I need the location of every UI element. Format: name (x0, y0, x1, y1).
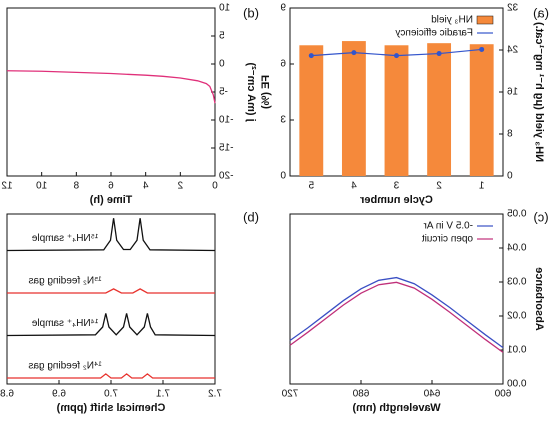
x-tick-label: 680 (352, 389, 369, 400)
bar (427, 43, 452, 176)
x-tick-label: 8 (73, 181, 79, 192)
x-tick-label: 7.2 (208, 389, 222, 400)
y-tick-label: 10 (219, 3, 231, 14)
y-tick-label: 0 (507, 171, 513, 182)
x-tick-label: 6.8 (0, 389, 14, 400)
spectrum-label: ¹⁴N₂ feeding gas (28, 361, 101, 372)
x-tick-label: 2 (436, 181, 442, 192)
panel-label: (a) (533, 5, 549, 20)
x-tick-label: 1 (478, 181, 484, 192)
x-tick-label: 720 (281, 389, 298, 400)
y-axis-title: Absorbance (533, 267, 545, 331)
spectrum-label: ¹⁵NH₄⁺ sample (31, 233, 98, 244)
y-tick-label: 8 (507, 129, 513, 140)
data-line (289, 276, 504, 349)
y-tick-label: 0.01 (507, 345, 527, 356)
x-tick-label: 12 (1, 181, 13, 192)
spectrum-label: ¹⁵N₂ feeding gas (28, 276, 101, 287)
x-tick-label: 640 (423, 389, 440, 400)
fe-marker (351, 50, 357, 56)
bar (299, 45, 324, 177)
y-tick-label: 0.03 (507, 277, 527, 288)
legend-label: open circuit (422, 234, 473, 245)
spectrum-label: ¹⁴NH₄⁺ sample (31, 318, 98, 329)
y-tick-label: -5 (219, 87, 228, 98)
x-axis-title: Cycle number (359, 194, 432, 206)
x-axis-title: Wavelength (nm) (352, 402, 441, 414)
bar (384, 45, 409, 177)
legend-label: -0.5 V in Ar (423, 221, 473, 232)
data-line (289, 281, 504, 353)
x-axis-title: Time (h) (89, 194, 132, 206)
y-axis-title: j (mA cm⁻²) (245, 62, 257, 123)
x-tick-label: 4 (351, 181, 357, 192)
y-tick-label: 16 (507, 87, 519, 98)
y-tick-label: 24 (507, 45, 519, 56)
y-tick-label: 0.02 (507, 311, 527, 322)
x-tick-label: 6.9 (52, 389, 66, 400)
fe-marker (308, 53, 314, 59)
x-tick-label: 6 (108, 181, 114, 192)
x-tick-label: 4 (142, 181, 148, 192)
fe-marker (436, 51, 442, 57)
spectrum (7, 373, 215, 379)
y-tick-label: 0.04 (507, 243, 527, 254)
x-tick-label: 2 (177, 181, 183, 192)
bar (469, 44, 494, 176)
y-tick-label: 9 (280, 3, 286, 14)
plot-frame (6, 7, 216, 177)
y-tick-label: -20 (219, 171, 234, 182)
x-axis-title: Chemical shift (ppm) (56, 402, 165, 414)
y-tick-label: 0.00 (507, 379, 527, 390)
spectrum (6, 218, 216, 252)
panel-label: (b) (243, 209, 259, 224)
x-tick-label: 7.0 (104, 389, 118, 400)
legend-label: NH₃ yield (431, 15, 473, 26)
y-tick-label: 6 (280, 59, 286, 70)
data-line (6, 70, 216, 104)
spectrum (6, 313, 216, 337)
y-tick-label: 3 (280, 115, 286, 126)
y-tick-label: -10 (219, 115, 234, 126)
y-axis-title: NH₃ yield (μg h⁻¹ mg⁻¹cat.) (533, 22, 545, 162)
y-tick-label: 5 (219, 31, 225, 42)
y-tick-label: 32 (507, 3, 519, 14)
x-tick-label: 600 (494, 389, 511, 400)
x-tick-label: 3 (393, 181, 399, 192)
legend-swatch (476, 15, 494, 25)
x-tick-label: 7.1 (156, 389, 170, 400)
y-tick-label: 0 (280, 171, 286, 182)
y-tick-label: 0.05 (507, 209, 527, 220)
x-tick-label: 5 (308, 181, 314, 192)
x-tick-label: 10 (36, 181, 48, 192)
fe-marker (479, 46, 485, 52)
plot-frame (289, 213, 504, 385)
fe-marker (394, 53, 399, 59)
x-tick-label: 0 (212, 181, 218, 192)
y-tick-label: 0 (219, 59, 225, 70)
y2-axis-title: FE (%) (260, 75, 272, 110)
legend-label: Faradic efficiency (395, 28, 473, 39)
panel-label: (d) (243, 5, 259, 20)
y-tick-label: -15 (219, 143, 234, 154)
spectrum (7, 288, 215, 294)
bar (341, 41, 366, 177)
panel-label: (c) (533, 209, 548, 224)
